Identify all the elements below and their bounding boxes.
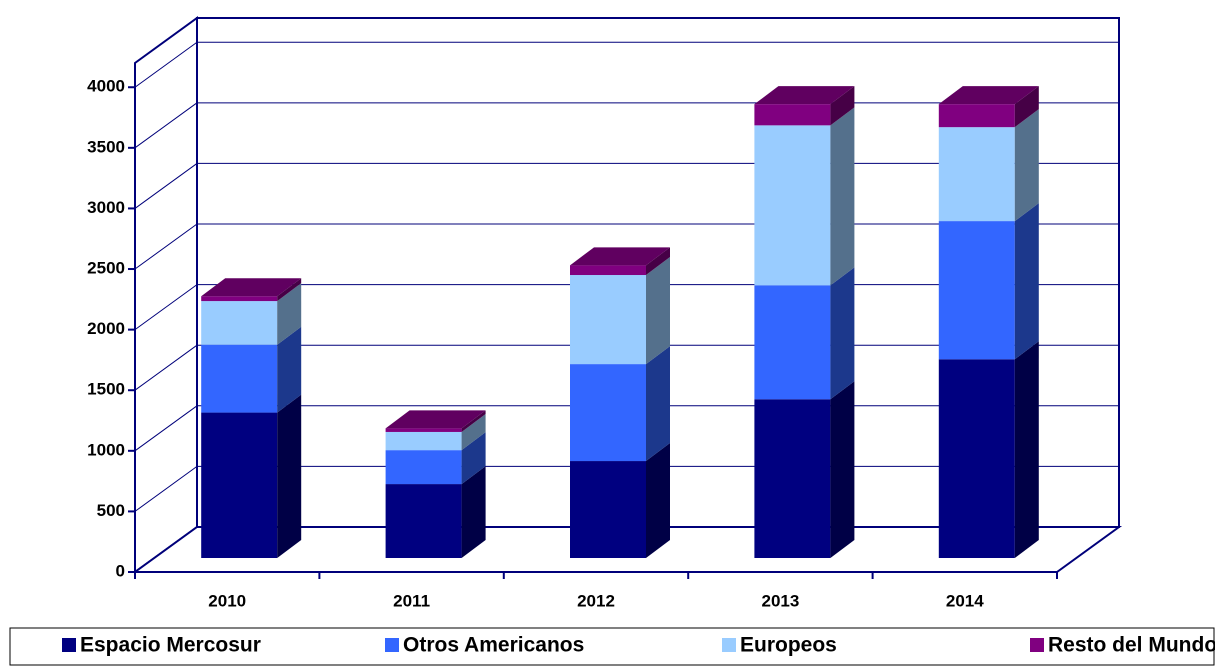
bar	[754, 285, 831, 400]
legend-label: Otros Americanos	[403, 634, 584, 657]
bar-side	[277, 394, 302, 558]
bar	[385, 450, 462, 485]
bar-top	[754, 86, 855, 105]
bar	[754, 399, 831, 558]
grid-line-side	[134, 344, 198, 391]
bar-top	[570, 247, 670, 266]
grid-line-side	[134, 102, 198, 149]
legend-swatch	[385, 638, 399, 652]
bar-side	[646, 257, 670, 365]
grid-line-side	[134, 466, 198, 512]
bar	[754, 125, 831, 286]
bar	[938, 127, 1015, 222]
bar-side	[1014, 341, 1039, 558]
x-tick-label: 2011	[393, 591, 430, 610]
y-tick-label: 500	[97, 501, 125, 520]
bar	[938, 104, 1015, 128]
bar	[385, 484, 462, 558]
x-tick-label: 2010	[208, 591, 246, 610]
bar-side	[277, 278, 302, 302]
grid-line-side	[134, 284, 198, 331]
bar-side	[461, 410, 486, 432]
y-tick-label: 0	[116, 561, 125, 580]
bar	[201, 344, 278, 413]
x-tick-label: 2012	[577, 591, 615, 610]
bar-top	[938, 86, 1039, 105]
x-tick-label: 2013	[761, 591, 799, 610]
bar-side	[277, 326, 302, 413]
y-tick-label: 1500	[87, 380, 125, 399]
bar	[570, 265, 646, 276]
bar	[938, 221, 1015, 360]
bar-side	[277, 283, 302, 345]
y-tick-label: 2000	[87, 319, 125, 338]
legend-swatch	[1030, 638, 1044, 652]
bar	[754, 104, 831, 126]
bar	[570, 461, 646, 558]
grid-line-side	[134, 405, 198, 452]
grid-line-side	[134, 223, 198, 270]
y-tick-label: 4000	[87, 77, 125, 96]
bar-side	[1014, 203, 1039, 360]
bar-side	[830, 107, 855, 286]
bar-side	[461, 466, 486, 558]
bar-side	[830, 267, 855, 400]
bar	[570, 364, 646, 462]
bar	[385, 428, 462, 432]
bar	[201, 296, 278, 302]
bar-top	[385, 410, 486, 429]
y-tick-label: 2500	[87, 259, 125, 278]
legend-swatch	[722, 638, 736, 652]
grid-line-side	[134, 526, 198, 573]
bar-side	[646, 443, 670, 558]
legend-label: Espacio Mercosur	[80, 634, 261, 657]
legend-swatch	[62, 638, 76, 652]
bar	[385, 431, 462, 451]
legend-box	[9, 627, 1215, 666]
y-tick-label: 3500	[87, 137, 125, 156]
bar-side	[830, 86, 855, 126]
bar-side	[830, 381, 855, 558]
y-tick-label: 1000	[87, 440, 125, 459]
bar	[201, 301, 278, 345]
bar-side	[1014, 86, 1039, 128]
legend-label: Resto del Mundo	[1048, 634, 1215, 657]
bar-side	[461, 432, 486, 485]
bar-side	[646, 346, 670, 462]
grid-line-side	[134, 41, 198, 88]
bar	[570, 275, 646, 365]
bar	[201, 412, 278, 558]
bar-side	[1014, 109, 1039, 222]
bar-top	[201, 278, 302, 297]
legend-label: Europeos	[740, 634, 837, 657]
bar-side	[646, 247, 670, 276]
bar-side	[461, 413, 486, 451]
grid-line-side	[134, 163, 198, 209]
x-tick-label: 2014	[946, 591, 984, 610]
bar	[938, 359, 1015, 558]
y-tick-label: 3000	[87, 198, 125, 217]
